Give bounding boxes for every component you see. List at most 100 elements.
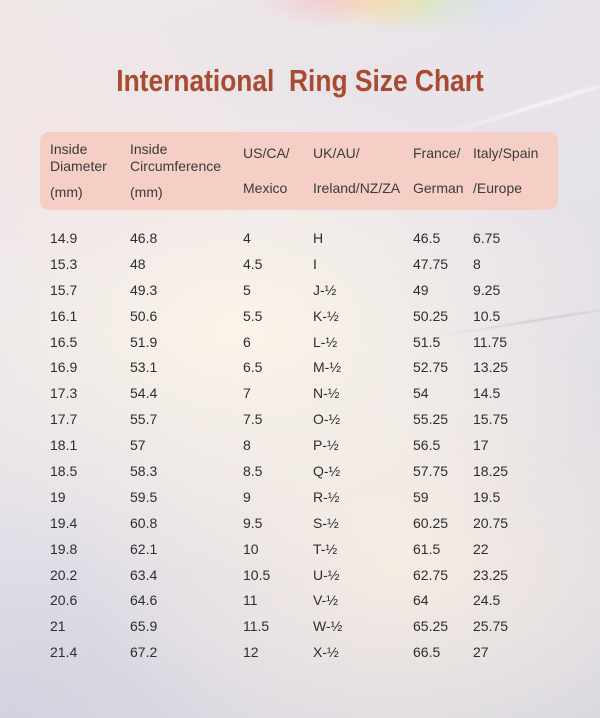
- table-cell: 56.5: [413, 437, 441, 454]
- table-cell: J-½: [313, 281, 337, 298]
- header-line: Italy/Spain: [473, 145, 539, 161]
- table-cell: 18.25: [473, 463, 509, 480]
- page-title: International Ring Size Chart: [116, 63, 484, 98]
- table-cell: 49.3: [130, 281, 158, 298]
- table-cell: Q-½: [313, 463, 341, 480]
- table-cell: 27: [473, 644, 489, 661]
- table-cell: 19: [50, 488, 66, 505]
- table-cell: K-½: [313, 307, 339, 324]
- table-cell: O-½: [313, 411, 341, 428]
- table-cell: 18.1: [50, 437, 78, 454]
- header-line: Inside Circumference: [130, 141, 222, 174]
- header-line: German: [413, 180, 464, 196]
- table-row: 16.1 50.6 5.5 K-½ 50.25 10.5: [40, 304, 558, 330]
- table-cell: 22: [473, 540, 489, 557]
- table-cell: 5: [243, 281, 251, 298]
- table-row: 15.3 48 4.5 I 47.75 8: [40, 252, 558, 278]
- table-cell: 64: [413, 592, 429, 609]
- table-row: 19.4 60.8 9.5 S-½ 60.25 20.75: [40, 511, 558, 537]
- table-cell: 65.9: [130, 618, 158, 635]
- table-cell: 51.5: [413, 333, 441, 350]
- table-cell: M-½: [313, 359, 341, 376]
- table-cell: 14.5: [473, 385, 501, 402]
- table-cell: 55.7: [130, 411, 158, 428]
- table-cell: U-½: [313, 566, 340, 583]
- table-cell: 64.6: [130, 592, 158, 609]
- table-cell: X-½: [313, 644, 339, 661]
- table-cell: 4: [243, 230, 251, 246]
- table-cell: 15.7: [50, 281, 78, 298]
- table-row: 20.2 63.4 10.5 U-½ 62.75 23.25: [40, 563, 558, 589]
- header-line: /Europe: [473, 180, 523, 196]
- table-cell: 17.7: [50, 411, 78, 428]
- table-cell: V-½: [313, 592, 338, 609]
- table-cell: 50.6: [130, 307, 158, 324]
- table-cell: 59.5: [130, 488, 158, 505]
- table-cell: N-½: [313, 385, 340, 402]
- table-cell: 9: [243, 488, 251, 505]
- table-cell: S-½: [313, 514, 339, 531]
- table-cell: 66.5: [413, 644, 441, 661]
- table-cell: 57.75: [413, 463, 449, 480]
- table-cell: 7: [243, 385, 251, 402]
- table-cell: 20.2: [50, 566, 78, 583]
- table-cell: 21: [50, 618, 66, 635]
- table-cell: 24.5: [473, 592, 501, 609]
- header-line: (mm): [130, 184, 163, 200]
- table-cell: 49: [413, 281, 429, 298]
- table-cell: 62.1: [130, 540, 158, 557]
- table-cell: 6: [243, 333, 251, 350]
- table-row: 21 65.9 11.5 W-½ 65.25 25.75: [40, 614, 558, 640]
- table-cell: 8: [243, 437, 251, 454]
- table-cell: 10.5: [243, 566, 271, 583]
- table-row: 18.5 58.3 8.5 Q-½ 57.75 18.25: [40, 459, 558, 485]
- table-cell: 20.6: [50, 592, 78, 609]
- table-cell: 8: [473, 255, 481, 272]
- table-cell: 46.5: [413, 230, 441, 246]
- table-cell: 58.3: [130, 463, 158, 480]
- header-cell: Inside Circumference (mm): [130, 141, 243, 201]
- header-cell: US/CA/Mexico: [243, 141, 313, 201]
- header-line: France/: [413, 145, 461, 161]
- header-line: US/CA/: [243, 145, 290, 161]
- table-cell: 23.25: [473, 566, 509, 583]
- table-cell: 52.75: [413, 359, 449, 376]
- table-row: 16.5 51.9 6 L-½ 51.5 11.75: [40, 330, 558, 356]
- table-cell: 47.75: [413, 255, 449, 272]
- table-body: 14.9 46.8 4 H 46.5 6.75 15.3 48 4.5 I 47.75 8 15.7 49…: [40, 226, 558, 666]
- table-cell: H: [313, 230, 324, 246]
- table-cell: 16.9: [50, 359, 78, 376]
- table-cell: 57: [130, 437, 146, 454]
- table-cell: W-½: [313, 618, 343, 635]
- table-cell: 60.8: [130, 514, 158, 531]
- table-cell: 25.75: [473, 618, 509, 635]
- table-cell: 11: [243, 592, 258, 609]
- header-cell: France/German: [413, 141, 473, 201]
- table-cell: 48: [130, 255, 146, 272]
- table-header: Inside Diameter (mm) Inside Circumference (…: [40, 132, 558, 210]
- table-cell: 7.5: [243, 411, 263, 428]
- table-cell: 17: [473, 437, 489, 454]
- table-cell: 18.5: [50, 463, 78, 480]
- table-cell: 54: [413, 385, 429, 402]
- table-row: 21.4 67.2 12 X-½ 66.5 27: [40, 640, 558, 666]
- header-cell: Inside Diameter (mm): [50, 141, 130, 201]
- table-cell: 11.5: [243, 618, 270, 635]
- table-cell: 20.75: [473, 514, 509, 531]
- table-row: 14.9 46.8 4 H 46.5 6.75: [40, 226, 558, 252]
- table-cell: 16.5: [50, 333, 78, 350]
- table-cell: 63.4: [130, 566, 158, 583]
- table-cell: 9.5: [243, 514, 263, 531]
- header-line: Mexico: [243, 180, 288, 196]
- table-cell: 61.5: [413, 540, 441, 557]
- table-cell: 6.5: [243, 359, 263, 376]
- table-cell: 19.5: [473, 488, 501, 505]
- header-line: Ireland/NZ/ZA: [313, 180, 401, 196]
- table-cell: 53.1: [130, 359, 158, 376]
- table-cell: P-½: [313, 437, 339, 454]
- table-cell: 65.25: [413, 618, 449, 635]
- table-cell: 51.9: [130, 333, 158, 350]
- table-cell: 4.5: [243, 255, 263, 272]
- table-cell: 50.25: [413, 307, 449, 324]
